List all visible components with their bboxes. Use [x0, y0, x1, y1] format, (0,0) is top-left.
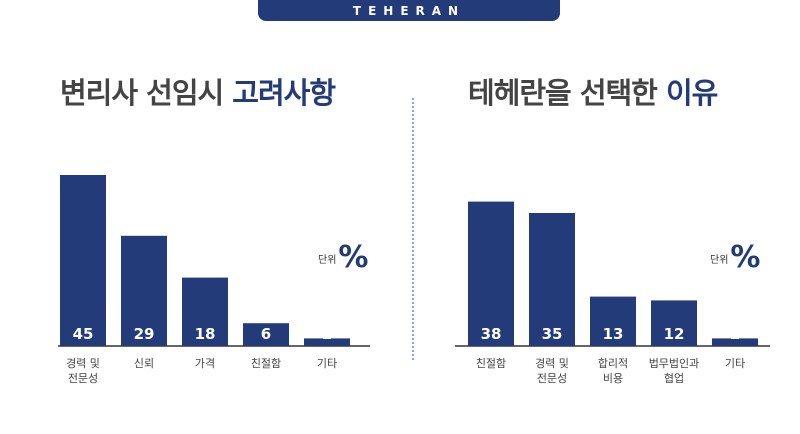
- left-bar-4: [304, 338, 350, 346]
- right-bar-value-0: 38: [481, 325, 502, 343]
- left-chart-title-main: 변리사 선임시: [60, 76, 233, 110]
- right-unit-symbol: %: [730, 240, 761, 275]
- left-category-label-1: 신뢰: [134, 357, 154, 370]
- left-bar-value-3: 6: [261, 325, 271, 343]
- right-bar-value-3: 12: [664, 325, 685, 343]
- right-bar-2: [590, 296, 636, 346]
- left-bar-2: [182, 277, 228, 346]
- left-category-label-2: 가격: [195, 357, 215, 370]
- left-unit-symbol: %: [338, 240, 369, 275]
- right-bar-1: [529, 213, 575, 346]
- left-bar-value-2: 18: [195, 325, 216, 343]
- right-unit-label: 단위: [710, 255, 729, 266]
- left-category-label-0: 경력 및 전문성: [66, 357, 100, 385]
- right-category-label-1: 경력 및 전문성: [535, 357, 569, 385]
- left-chart-title: 변리사 선임시 고려사항: [60, 70, 336, 112]
- right-chart-title-accent: 이유: [665, 76, 718, 110]
- left-bar-0: [60, 175, 106, 346]
- right-bar-0: [468, 201, 514, 346]
- left-bar-value-4: 2: [322, 325, 332, 343]
- chart-divider: [412, 98, 414, 360]
- right-chart-title: 테헤란을 선택한 이유: [468, 70, 718, 112]
- left-chart-title-accent: 고려사항: [232, 76, 336, 110]
- right-category-label-0: 친절함: [476, 357, 506, 370]
- left-bar-value-0: 45: [73, 325, 94, 343]
- left-category-label-4: 기타: [317, 357, 337, 370]
- left-bar-1: [121, 235, 167, 346]
- right-category-label-3: 법무법인과 협업: [649, 357, 700, 385]
- left-unit-indicator: 단위%: [318, 240, 368, 275]
- left-category-label-3: 친절함: [251, 357, 281, 370]
- left-unit-label: 단위: [318, 255, 337, 266]
- brand-banner: TEHERAN: [258, 0, 560, 21]
- right-unit-indicator: 단위%: [710, 240, 760, 275]
- right-bar-4: [712, 338, 758, 346]
- right-category-label-2: 합리적 비용: [598, 357, 628, 385]
- right-chart-title-main: 테헤란을 선택한: [468, 76, 666, 110]
- right-bar-3: [651, 300, 697, 346]
- right-bar-value-4: 2: [730, 325, 740, 343]
- right-bar-value-2: 13: [603, 325, 624, 343]
- right-bar-value-1: 35: [542, 325, 563, 343]
- left-bar-value-1: 29: [134, 325, 155, 343]
- left-bar-3: [243, 323, 289, 346]
- right-category-label-4: 기타: [725, 357, 745, 370]
